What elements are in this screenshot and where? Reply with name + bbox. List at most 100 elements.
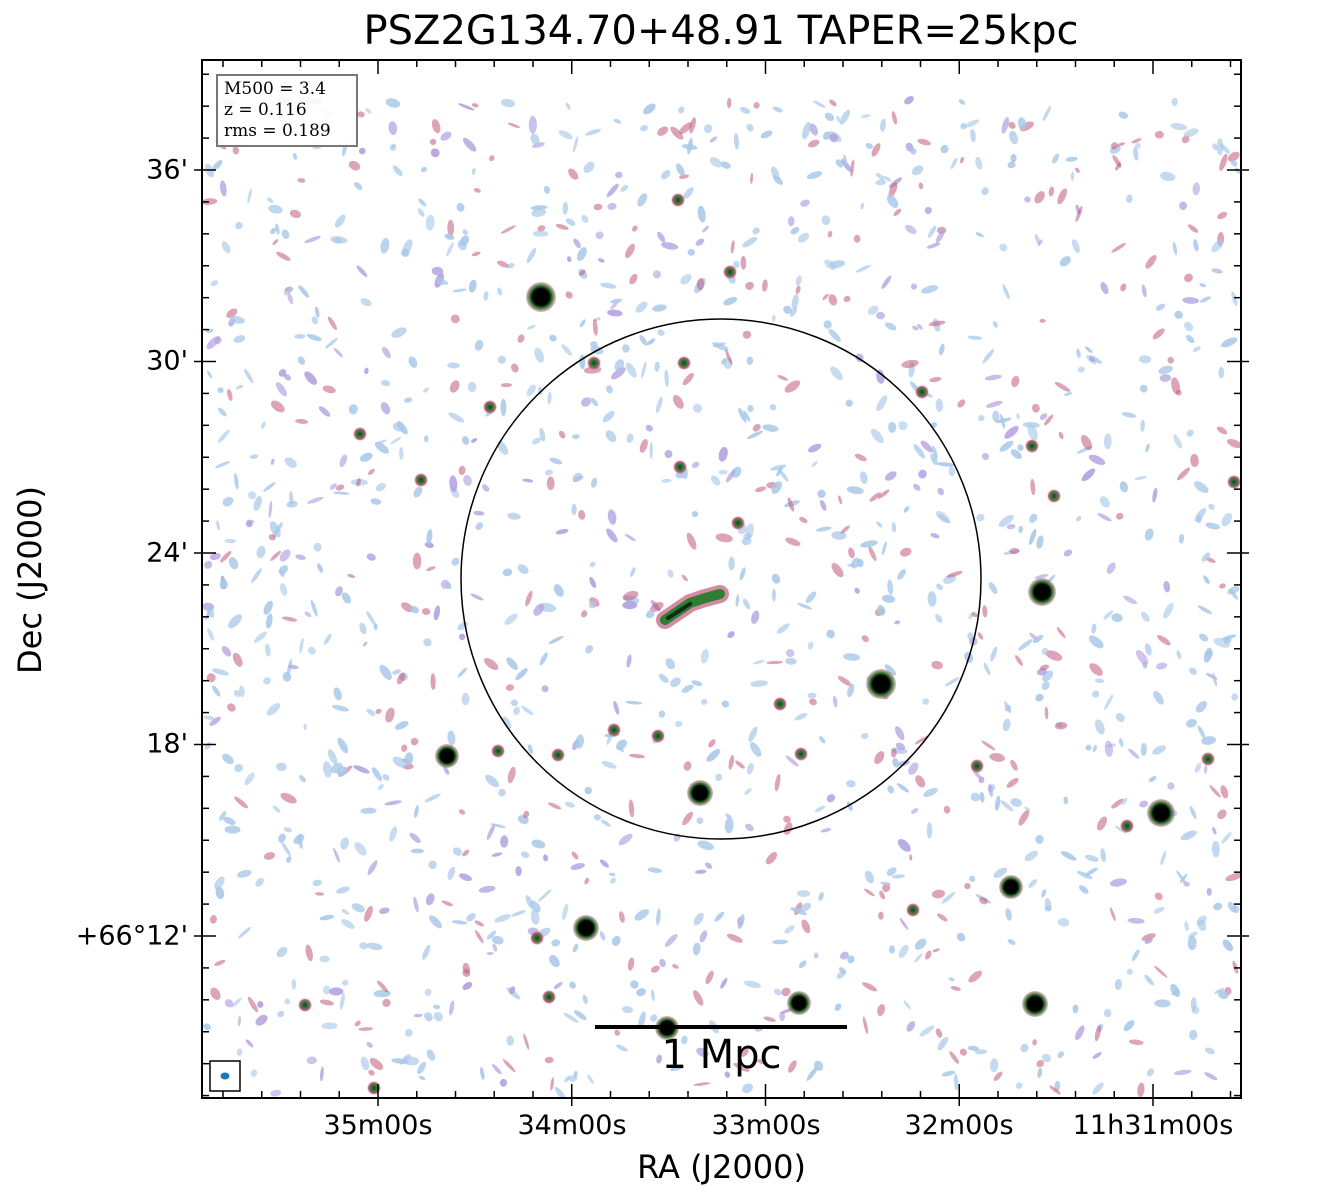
noise-blob [1133, 146, 1139, 161]
noise-blob [1010, 759, 1018, 771]
noise-blob [992, 321, 998, 328]
noise-blob [661, 242, 679, 250]
noise-blob [379, 664, 392, 681]
noise-blob [881, 275, 892, 289]
noise-blob [693, 1082, 711, 1086]
noise-blob [447, 362, 460, 369]
noise-blob [1193, 239, 1199, 252]
noise-blob [728, 755, 735, 770]
noise-blob [783, 815, 791, 823]
noise-blob [463, 474, 472, 486]
noise-blob [914, 938, 927, 950]
noise-blob [1054, 381, 1071, 392]
noise-blob [772, 939, 789, 945]
noise-blob [1183, 128, 1199, 138]
noise-blob [725, 813, 732, 819]
x-tick-label: 34m00s [517, 1110, 627, 1141]
noise-blob [1205, 522, 1221, 530]
noise-blob [967, 335, 983, 340]
noise-blob [510, 699, 518, 707]
noise-blob [771, 588, 776, 602]
x-tick-label: 11h31m00s [1072, 1110, 1234, 1141]
noise-blob [770, 166, 780, 180]
noise-blob [989, 1058, 999, 1073]
noise-blob [458, 103, 475, 111]
noise-blob [746, 356, 754, 365]
noise-blob [1048, 186, 1055, 197]
noise-blob [715, 533, 733, 543]
noise-blob [929, 377, 942, 383]
noise-blob [1118, 111, 1129, 119]
noise-blob [760, 130, 773, 139]
noise-blob [1030, 478, 1036, 496]
noise-blob [532, 230, 549, 237]
noise-blob [875, 179, 887, 186]
noise-blob [843, 653, 861, 661]
noise-blob [1035, 693, 1044, 702]
noise-blob [890, 748, 897, 758]
noise-blob [341, 919, 355, 930]
noise-blob [607, 202, 617, 210]
noise-blob [431, 119, 441, 134]
noise-blob [404, 752, 414, 765]
noise-blob [348, 160, 361, 171]
noise-blob [1153, 690, 1164, 705]
noise-blob [332, 237, 343, 244]
noise-blob [319, 999, 334, 1006]
noise-blob [515, 668, 528, 681]
noise-blob [853, 234, 861, 243]
noise-blob [306, 333, 322, 342]
noise-blob [651, 989, 655, 1002]
noise-blob [1104, 694, 1114, 710]
noise-blob [1145, 255, 1157, 269]
noise-blob [823, 320, 832, 329]
noise-blob [1070, 171, 1075, 181]
noise-blob [1222, 939, 1234, 952]
noise-blob [584, 877, 590, 885]
noise-blob [692, 403, 703, 413]
noise-blob [1089, 357, 1096, 362]
bright-point-source [687, 780, 713, 806]
noise-blob [347, 573, 356, 579]
noise-blob [371, 767, 383, 782]
noise-blob [224, 538, 237, 544]
noise-blob [421, 608, 431, 615]
noise-blob [726, 97, 732, 109]
noise-blob [794, 712, 808, 721]
noise-blob [401, 248, 410, 258]
noise-blob [1160, 171, 1176, 182]
noise-blob [740, 1048, 749, 1057]
noise-blob [814, 805, 826, 813]
noise-blob [715, 773, 723, 782]
noise-blob [1127, 917, 1145, 924]
noise-blob [440, 131, 452, 141]
noise-blob [785, 755, 799, 767]
noise-blob [903, 1000, 911, 1010]
noise-blob [1178, 533, 1185, 544]
noise-blob [861, 635, 869, 643]
noise-blob [410, 737, 419, 746]
noise-blob [982, 605, 988, 618]
noise-blob [266, 703, 281, 716]
noise-blob [1018, 809, 1030, 826]
noise-blob [950, 157, 958, 170]
noise-blob [422, 944, 431, 960]
noise-blob [743, 980, 762, 988]
noise-blob [1176, 467, 1191, 481]
noise-blob [354, 181, 363, 191]
noise-blob [876, 369, 885, 384]
noise-blob [735, 760, 745, 769]
noise-blob [1197, 605, 1213, 615]
noise-blob [353, 765, 370, 774]
noise-blob [1010, 154, 1017, 163]
noise-blob [751, 610, 760, 624]
noise-blob [385, 98, 401, 108]
noise-blob [418, 198, 427, 207]
noise-blob [941, 892, 956, 904]
info-m500: M500 = 3.4 [224, 79, 326, 99]
noise-blob [1016, 413, 1020, 420]
noise-blob [1140, 419, 1145, 432]
noise-blob [247, 996, 258, 1013]
noise-blob [423, 435, 429, 443]
noise-blob [235, 221, 243, 230]
